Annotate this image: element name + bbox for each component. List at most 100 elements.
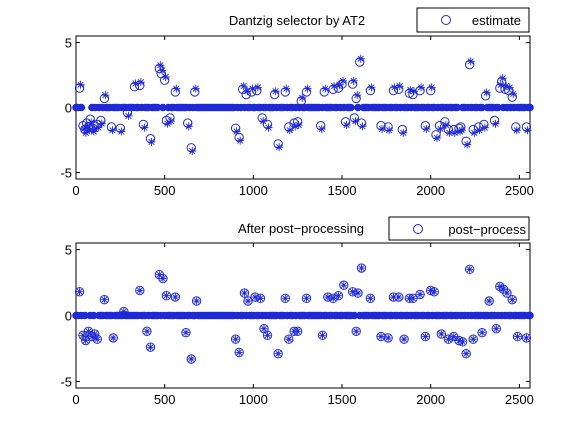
bottom-x-tick-label: 0: [72, 392, 79, 407]
top-data-point: [383, 122, 394, 135]
top-data-point: [461, 136, 472, 149]
top-data-point: [186, 143, 197, 156]
top-data-point: [252, 83, 262, 96]
top-legend-label: estimate: [472, 13, 521, 28]
bottom-data-point: [333, 291, 344, 301]
top-legend-marker-icon: [441, 15, 451, 25]
top-x-tick-label: 500: [154, 183, 176, 198]
bottom-data-point: [243, 296, 253, 306]
bottom-data-point: [376, 331, 386, 342]
top-data-point: [122, 108, 133, 120]
top-data-point: [351, 91, 362, 104]
bottom-data-point: [429, 287, 439, 297]
bottom-y-tick-label: -5: [60, 374, 72, 389]
top-x-tick-label: 1500: [328, 183, 357, 198]
bottom-data-points: [72, 263, 534, 364]
top-data-point-zero: [77, 103, 86, 112]
bottom-data-point: [81, 335, 91, 346]
top-data-point: [388, 83, 399, 96]
bottom-data-point: [170, 292, 181, 302]
bottom-data-point: [158, 273, 168, 284]
bottom-legend-box: [388, 216, 530, 241]
top-data-point: [296, 93, 307, 106]
top-data-point: [480, 88, 491, 101]
top-data-point: [496, 74, 507, 87]
top-data-point: [246, 84, 257, 97]
top-data-point: [376, 121, 387, 133]
bottom-data-point: [284, 334, 294, 344]
bottom-data-point: [399, 334, 409, 344]
bottom-data-point: [317, 330, 328, 340]
top-data-point: [340, 117, 351, 130]
bottom-data-point: [351, 326, 361, 337]
bottom-data-point: [461, 349, 471, 359]
bottom-data-point: [119, 306, 129, 317]
top-data-point-zero: [347, 103, 355, 112]
bottom-data-point: [161, 291, 172, 301]
top-data-point: [262, 119, 273, 132]
bottom-x-tick-label: 500: [154, 392, 176, 407]
top-data-point: [465, 57, 475, 70]
top-data-point: [273, 139, 284, 152]
top-data-point: [99, 91, 110, 104]
bottom-data-point: [356, 263, 367, 273]
bottom-data-point: [142, 326, 152, 337]
top-data-point: [489, 115, 500, 128]
top-x-tick-label: 1000: [239, 183, 268, 198]
top-data-point: [328, 82, 339, 95]
top-data-point: [190, 84, 200, 97]
bottom-data-point: [92, 334, 102, 344]
top-data-point: [96, 115, 106, 128]
bottom-chart-panel: After post−processing post−process 50-5 …: [60, 216, 534, 407]
bottom-legend-label: post−process: [448, 222, 526, 237]
bottom-data-point: [502, 288, 512, 298]
bottom-data-point: [99, 294, 110, 305]
bottom-x-axis-ticks: 0 500 1000 1500 2000 2500: [72, 243, 534, 407]
bottom-chart-title: After post−processing: [238, 221, 364, 236]
top-data-point: [511, 122, 521, 135]
top-data-point: [415, 83, 426, 96]
bottom-x-tick-label: 1000: [239, 392, 268, 407]
top-data-point: [507, 89, 518, 102]
bottom-data-point: [477, 327, 487, 338]
bottom-data-point: [408, 293, 418, 304]
top-data-point: [521, 122, 532, 135]
top-data-point: [301, 84, 312, 97]
bottom-data-point: [262, 330, 273, 340]
top-y-tick-label: -5: [60, 166, 72, 181]
bottom-data-point: [465, 264, 475, 275]
bottom-data-point: [491, 323, 501, 334]
top-data-point: [230, 123, 241, 136]
top-data-point: [347, 76, 358, 89]
top-data-point: [316, 121, 326, 133]
bottom-data-point: [250, 292, 260, 302]
bottom-data-point: [383, 333, 393, 343]
bottom-data-point: [443, 334, 454, 344]
top-data-point: [356, 118, 367, 131]
bottom-legend-marker-icon: [413, 224, 423, 234]
bottom-data-point: [135, 285, 145, 296]
bottom-data-point: [292, 326, 303, 337]
top-legend: estimate: [416, 7, 530, 33]
top-data-point: [394, 82, 404, 95]
top-chart-title: Dantzig selector by AT2: [229, 13, 365, 28]
bottom-data-point: [74, 287, 85, 297]
top-data-point: [115, 123, 126, 136]
bottom-data-point: [420, 331, 431, 342]
bottom-data-point: [230, 334, 241, 344]
top-data-point: [234, 132, 245, 145]
bottom-x-tick-label: 2500: [505, 392, 534, 407]
bottom-x-tick-label: 2000: [416, 392, 445, 407]
top-y-tick-label: 5: [65, 36, 72, 51]
bottom-data-point: [365, 293, 376, 304]
bottom-data-point: [186, 354, 196, 364]
top-data-point: [159, 72, 170, 85]
top-data-point: [165, 113, 175, 126]
top-data-point: [269, 87, 280, 100]
top-data-point: [337, 76, 348, 89]
bottom-data-point: [181, 327, 191, 338]
top-x-tick-label: 0: [72, 183, 79, 198]
top-legend-box: [416, 7, 530, 33]
top-data-points: [72, 54, 534, 156]
